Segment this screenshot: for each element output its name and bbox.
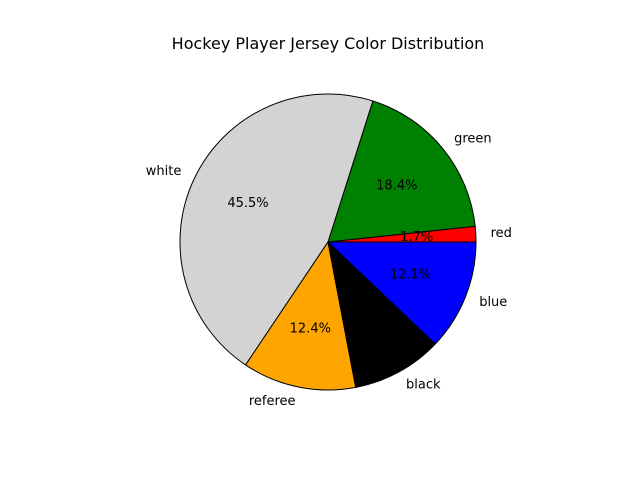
pie-slice-blue [327, 241, 477, 345]
slice-label-black: black [406, 377, 441, 392]
pie-slices [179, 93, 477, 391]
pie-slice-black [327, 241, 436, 388]
slice-label-referee: referee [249, 394, 296, 409]
slice-percent-red: 1.7% [400, 230, 433, 245]
slice-label-white: white [146, 164, 182, 179]
pie-slice-green [327, 100, 476, 243]
slice-percent-referee: 12.4% [290, 322, 331, 337]
pie-slice-referee [245, 241, 357, 391]
slice-label-red: red [491, 226, 512, 241]
slice-label-blue: blue [479, 295, 507, 310]
pie-slice-white [179, 93, 374, 366]
slice-percent-green: 18.4% [376, 178, 417, 193]
pie-labels: red 1.7% green 18.4% white 45.5% referee 12.4% b… [146, 132, 512, 410]
chart-title: Hockey Player Jersey Color Distribution [172, 34, 485, 53]
slice-label-green: green [454, 132, 492, 147]
slice-percent-blue: 12.1% [390, 267, 431, 282]
slice-percent-white: 45.5% [227, 196, 268, 211]
